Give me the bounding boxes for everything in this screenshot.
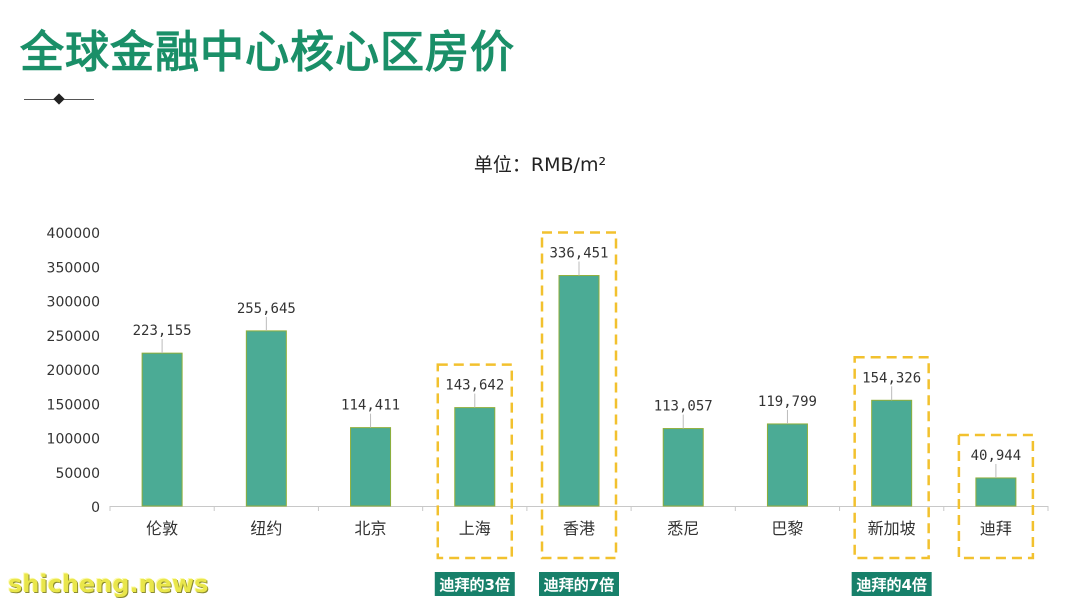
bar xyxy=(454,407,496,507)
data-label: 119,799 xyxy=(758,394,817,410)
annotation-text: 迪拜的3倍 xyxy=(440,576,510,594)
data-label: 40,944 xyxy=(971,448,1022,464)
highlight-box xyxy=(957,433,1035,560)
bar xyxy=(871,399,913,507)
y-tick-label: 50000 xyxy=(55,466,100,482)
annotation-text: 迪拜的7倍 xyxy=(544,576,614,594)
highlight-box xyxy=(436,363,514,560)
category-label: 悉尼 xyxy=(667,519,699,538)
bar xyxy=(245,330,287,507)
bar xyxy=(766,423,808,507)
bar xyxy=(350,427,392,507)
watermark: shicheng.news xyxy=(8,570,209,598)
bar xyxy=(558,275,600,507)
annotation-badge xyxy=(434,572,515,596)
category-label: 纽约 xyxy=(250,519,282,538)
category-label: 香港 xyxy=(563,519,595,538)
unit-label: 单位：RMB/m² xyxy=(473,154,607,176)
annotation-badge xyxy=(539,572,619,596)
category-label: 迪拜 xyxy=(980,519,1012,538)
data-label: 113,057 xyxy=(654,399,713,415)
category-label: 巴黎 xyxy=(771,519,803,538)
y-tick-label: 200000 xyxy=(47,363,100,379)
y-tick-label: 150000 xyxy=(47,397,100,413)
data-label: 114,411 xyxy=(341,398,400,414)
bar xyxy=(975,477,1017,507)
category-label: 伦敦 xyxy=(146,519,178,538)
y-tick-label: 400000 xyxy=(47,226,100,242)
bar xyxy=(662,428,704,507)
bar xyxy=(141,352,183,507)
highlight-box xyxy=(853,356,930,560)
data-label: 154,326 xyxy=(862,370,921,386)
data-label: 143,642 xyxy=(445,378,504,394)
annotation-badge xyxy=(851,572,932,596)
y-tick-label: 250000 xyxy=(47,329,100,345)
y-tick-label: 300000 xyxy=(47,295,100,311)
data-label: 223,155 xyxy=(133,323,192,339)
page-title: 全球金融中心核心区房价 xyxy=(20,27,515,78)
y-tick-label: 350000 xyxy=(47,260,100,276)
category-label: 上海 xyxy=(459,519,491,538)
category-label: 北京 xyxy=(355,519,387,538)
highlight-box xyxy=(540,231,618,560)
data-label: 255,645 xyxy=(237,301,296,317)
data-label: 336,451 xyxy=(549,246,608,262)
category-label: 新加坡 xyxy=(868,519,916,538)
annotation-text: 迪拜的4倍 xyxy=(856,576,926,594)
y-tick-label: 100000 xyxy=(47,432,100,448)
y-tick-label: 0 xyxy=(91,500,100,516)
